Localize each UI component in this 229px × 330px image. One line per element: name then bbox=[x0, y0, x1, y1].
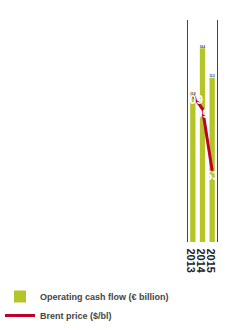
svg-text:10.9: 10.9 bbox=[190, 92, 196, 96]
svg-text:53: 53 bbox=[205, 169, 219, 183]
svg-text:Brent price ($/bl): Brent price ($/bl) bbox=[40, 311, 112, 321]
svg-text:12.2: 12.2 bbox=[210, 74, 216, 78]
svg-text:99: 99 bbox=[196, 107, 210, 121]
svg-text:109: 109 bbox=[183, 93, 203, 107]
svg-text:Operating cash flow (€ billion: Operating cash flow (€ billion) bbox=[40, 292, 169, 302]
svg-text:2015: 2015 bbox=[205, 249, 217, 273]
svg-text:14.4: 14.4 bbox=[200, 45, 206, 49]
svg-text:2013: 2013 bbox=[185, 249, 197, 273]
svg-text:2014: 2014 bbox=[195, 249, 207, 274]
